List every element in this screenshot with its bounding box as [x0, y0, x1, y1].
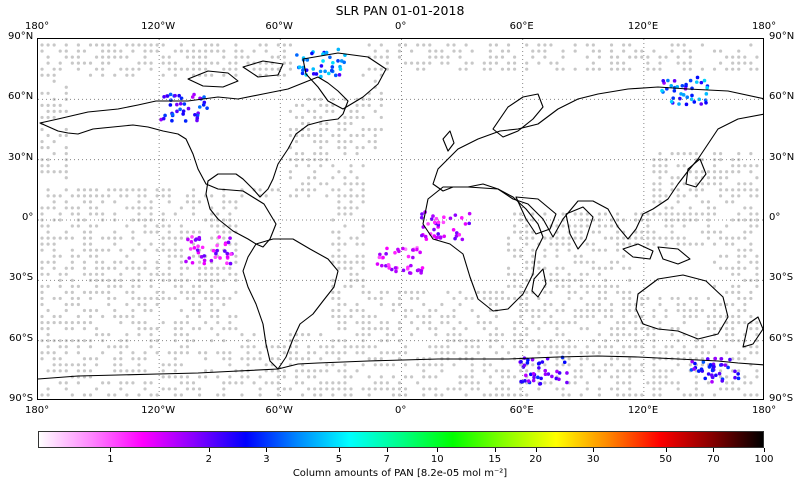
lat-tick-label: 30°S — [769, 272, 794, 284]
map-frame — [37, 38, 764, 400]
colorbar-tick-label: 2 — [205, 454, 213, 465]
lat-tick-label: 90°N — [769, 31, 795, 42]
lat-tick-label: 0° — [769, 212, 781, 223]
lon-tick-label: 180° — [752, 21, 777, 32]
colorbar-tick-label: 5 — [335, 454, 343, 465]
colorbar-tick-mark — [764, 448, 765, 452]
colorbar-tick-mark — [338, 448, 340, 452]
coastlines — [38, 52, 763, 380]
lon-tick-label: 60°E — [509, 405, 534, 416]
colorbar-tick-label: 50 — [659, 454, 672, 465]
colorbar-tick-mark — [208, 448, 210, 452]
lon-tick-label: 120°W — [141, 405, 176, 416]
lat-tick-label: 60°S — [9, 332, 34, 344]
chart-title: SLR PAN 01-01-2018 — [335, 3, 465, 18]
colorbar-tick-mark — [437, 448, 439, 452]
colorbar-tick-mark — [713, 448, 715, 452]
lon-tick-label: 180° — [25, 21, 50, 32]
colorbar-tick-label: 7 — [383, 454, 390, 465]
colorbar-tick-mark — [665, 448, 667, 452]
lat-tick-label: 60°N — [769, 91, 795, 103]
colorbar — [38, 431, 764, 448]
lat-tick-label: 90°S — [9, 393, 34, 404]
lat-tick-label: 30°N — [8, 151, 34, 163]
data-points — [40, 43, 759, 397]
colorbar-tick-mark — [494, 448, 496, 452]
lon-tick-label: 120°E — [627, 405, 659, 416]
colorbar-tick-label: 15 — [488, 454, 502, 465]
lat-tick-label: 90°S — [769, 393, 794, 404]
lat-tick-label: 30°N — [769, 151, 795, 163]
lat-tick-label: 0° — [22, 212, 34, 223]
lon-tick-label: 180° — [752, 405, 777, 416]
colorbar-tick-label: 30 — [586, 454, 600, 465]
colorbar-tick-mark — [110, 448, 112, 452]
lon-tick-label: 60°W — [265, 21, 293, 32]
lon-tick-label: 120°W — [141, 21, 176, 32]
colorbar-tick-mark — [593, 448, 595, 452]
lon-tick-label: 60°W — [265, 405, 293, 416]
colorbar-tick-label: 10 — [430, 454, 444, 465]
lon-tick-label: 180° — [25, 405, 50, 416]
colorbar-tick-label: 20 — [529, 454, 542, 465]
lon-tick-label: 120°E — [627, 21, 659, 32]
lat-tick-label: 60°S — [769, 332, 794, 344]
lat-tick-label: 60°N — [8, 91, 34, 103]
colorbar-title: Column amounts of PAN [8.2e-05 mol m⁻²] — [292, 468, 508, 479]
colorbar-tick-label: 3 — [263, 454, 270, 465]
lon-tick-label: 0° — [395, 21, 407, 32]
colorbar-tick-mark — [266, 448, 268, 452]
lat-tick-label: 90°N — [8, 31, 34, 42]
gridlines — [38, 39, 763, 399]
lon-tick-label: 0° — [395, 405, 407, 416]
map-canvas — [38, 39, 763, 399]
lat-tick-label: 30°S — [9, 272, 34, 284]
colorbar-tick-label: 70 — [707, 454, 720, 465]
colorbar-tick-label: 1 — [107, 454, 114, 465]
lon-tick-label: 60°E — [509, 21, 534, 32]
colorbar-tick-mark — [535, 448, 537, 452]
colorbar-tick-label: 100 — [754, 454, 774, 465]
colorbar-tick-mark — [386, 448, 388, 452]
